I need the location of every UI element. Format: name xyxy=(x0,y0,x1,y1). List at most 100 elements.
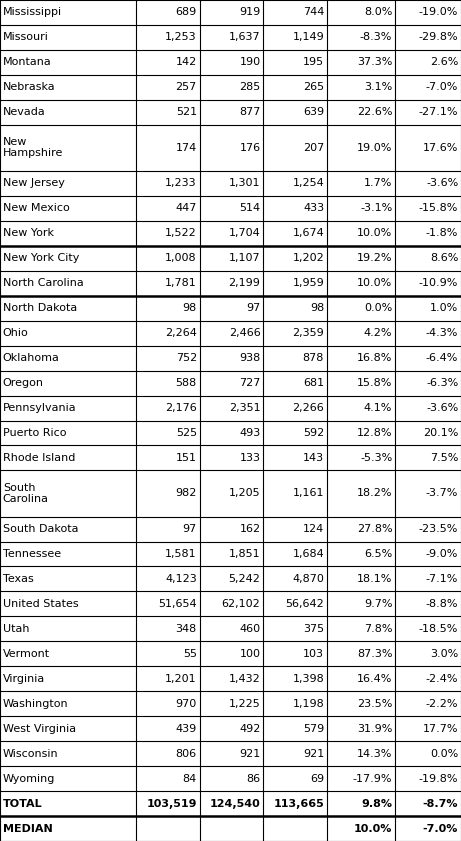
Text: Oklahoma: Oklahoma xyxy=(3,353,59,363)
Text: -6.3%: -6.3% xyxy=(426,378,458,388)
Text: 1,149: 1,149 xyxy=(292,33,324,42)
Text: United States: United States xyxy=(3,599,78,609)
Text: 84: 84 xyxy=(183,774,197,784)
Text: 143: 143 xyxy=(303,453,324,463)
Text: 460: 460 xyxy=(239,624,260,634)
Text: 207: 207 xyxy=(303,143,324,153)
Text: 18.2%: 18.2% xyxy=(357,489,392,499)
Text: 1,201: 1,201 xyxy=(165,674,197,684)
Text: Wyoming: Wyoming xyxy=(3,774,55,784)
Text: -10.9%: -10.9% xyxy=(419,278,458,288)
Text: New Mexico: New Mexico xyxy=(3,204,70,214)
Text: 87.3%: 87.3% xyxy=(357,649,392,659)
Text: 2,176: 2,176 xyxy=(165,403,197,413)
Text: 2,264: 2,264 xyxy=(165,328,197,338)
Text: New York: New York xyxy=(3,229,54,238)
Text: -27.1%: -27.1% xyxy=(419,108,458,117)
Text: 97: 97 xyxy=(246,304,260,313)
Text: 1,198: 1,198 xyxy=(292,699,324,709)
Text: 257: 257 xyxy=(176,82,197,93)
Text: 877: 877 xyxy=(239,108,260,117)
Text: 752: 752 xyxy=(176,353,197,363)
Text: 1,253: 1,253 xyxy=(165,33,197,42)
Text: 1,674: 1,674 xyxy=(292,229,324,238)
Text: 1,301: 1,301 xyxy=(229,178,260,188)
Text: 1,008: 1,008 xyxy=(165,253,197,263)
Text: 921: 921 xyxy=(303,748,324,759)
Text: 727: 727 xyxy=(239,378,260,388)
Text: Puerto Rico: Puerto Rico xyxy=(3,428,66,438)
Text: -19.8%: -19.8% xyxy=(419,774,458,784)
Text: 1.0%: 1.0% xyxy=(430,304,458,313)
Text: Utah: Utah xyxy=(3,624,29,634)
Text: 4.2%: 4.2% xyxy=(364,328,392,338)
Text: 639: 639 xyxy=(303,108,324,117)
Text: West Virginia: West Virginia xyxy=(3,724,76,733)
Text: 447: 447 xyxy=(176,204,197,214)
Text: 2,266: 2,266 xyxy=(292,403,324,413)
Text: Montana: Montana xyxy=(3,57,52,67)
Text: -3.6%: -3.6% xyxy=(426,178,458,188)
Text: -4.3%: -4.3% xyxy=(426,328,458,338)
Text: -6.4%: -6.4% xyxy=(426,353,458,363)
Text: 588: 588 xyxy=(176,378,197,388)
Text: 1,684: 1,684 xyxy=(292,549,324,559)
Text: -2.2%: -2.2% xyxy=(426,699,458,709)
Text: 86: 86 xyxy=(246,774,260,784)
Text: -7.0%: -7.0% xyxy=(426,82,458,93)
Text: 579: 579 xyxy=(303,724,324,733)
Text: 681: 681 xyxy=(303,378,324,388)
Text: 1,254: 1,254 xyxy=(292,178,324,188)
Text: 2,466: 2,466 xyxy=(229,328,260,338)
Text: 2,351: 2,351 xyxy=(229,403,260,413)
Text: 1,161: 1,161 xyxy=(293,489,324,499)
Text: 1,432: 1,432 xyxy=(229,674,260,684)
Text: 27.8%: 27.8% xyxy=(357,524,392,534)
Text: -7.1%: -7.1% xyxy=(426,574,458,584)
Text: New York City: New York City xyxy=(3,253,79,263)
Text: 433: 433 xyxy=(303,204,324,214)
Text: -3.1%: -3.1% xyxy=(360,204,392,214)
Text: 62,102: 62,102 xyxy=(222,599,260,609)
Text: -23.5%: -23.5% xyxy=(419,524,458,534)
Text: 9.7%: 9.7% xyxy=(364,599,392,609)
Text: 17.6%: 17.6% xyxy=(423,143,458,153)
Text: Tennessee: Tennessee xyxy=(3,549,61,559)
Text: 514: 514 xyxy=(239,204,260,214)
Text: 4,123: 4,123 xyxy=(165,574,197,584)
Text: 124: 124 xyxy=(303,524,324,534)
Text: 100: 100 xyxy=(239,649,260,659)
Text: 3.0%: 3.0% xyxy=(430,649,458,659)
Text: 17.7%: 17.7% xyxy=(423,724,458,733)
Text: -3.7%: -3.7% xyxy=(426,489,458,499)
Text: South Dakota: South Dakota xyxy=(3,524,78,534)
Text: Nebraska: Nebraska xyxy=(3,82,55,93)
Text: -8.8%: -8.8% xyxy=(426,599,458,609)
Text: -2.4%: -2.4% xyxy=(426,674,458,684)
Text: 8.6%: 8.6% xyxy=(430,253,458,263)
Text: 10.0%: 10.0% xyxy=(357,229,392,238)
Text: MEDIAN: MEDIAN xyxy=(3,823,53,833)
Text: 1,205: 1,205 xyxy=(229,489,260,499)
Text: 1,581: 1,581 xyxy=(165,549,197,559)
Text: 15.8%: 15.8% xyxy=(357,378,392,388)
Text: 14.3%: 14.3% xyxy=(357,748,392,759)
Text: 982: 982 xyxy=(176,489,197,499)
Text: 7.8%: 7.8% xyxy=(364,624,392,634)
Text: 7.5%: 7.5% xyxy=(430,453,458,463)
Text: 16.4%: 16.4% xyxy=(357,674,392,684)
Text: 3.1%: 3.1% xyxy=(364,82,392,93)
Text: 69: 69 xyxy=(310,774,324,784)
Text: 162: 162 xyxy=(239,524,260,534)
Text: 806: 806 xyxy=(176,748,197,759)
Text: 176: 176 xyxy=(239,143,260,153)
Text: -9.0%: -9.0% xyxy=(426,549,458,559)
Text: 23.5%: 23.5% xyxy=(357,699,392,709)
Text: 1,225: 1,225 xyxy=(229,699,260,709)
Text: Nevada: Nevada xyxy=(3,108,46,117)
Text: North Carolina: North Carolina xyxy=(3,278,83,288)
Text: 525: 525 xyxy=(176,428,197,438)
Text: -29.8%: -29.8% xyxy=(419,33,458,42)
Text: 56,642: 56,642 xyxy=(285,599,324,609)
Text: 31.9%: 31.9% xyxy=(357,724,392,733)
